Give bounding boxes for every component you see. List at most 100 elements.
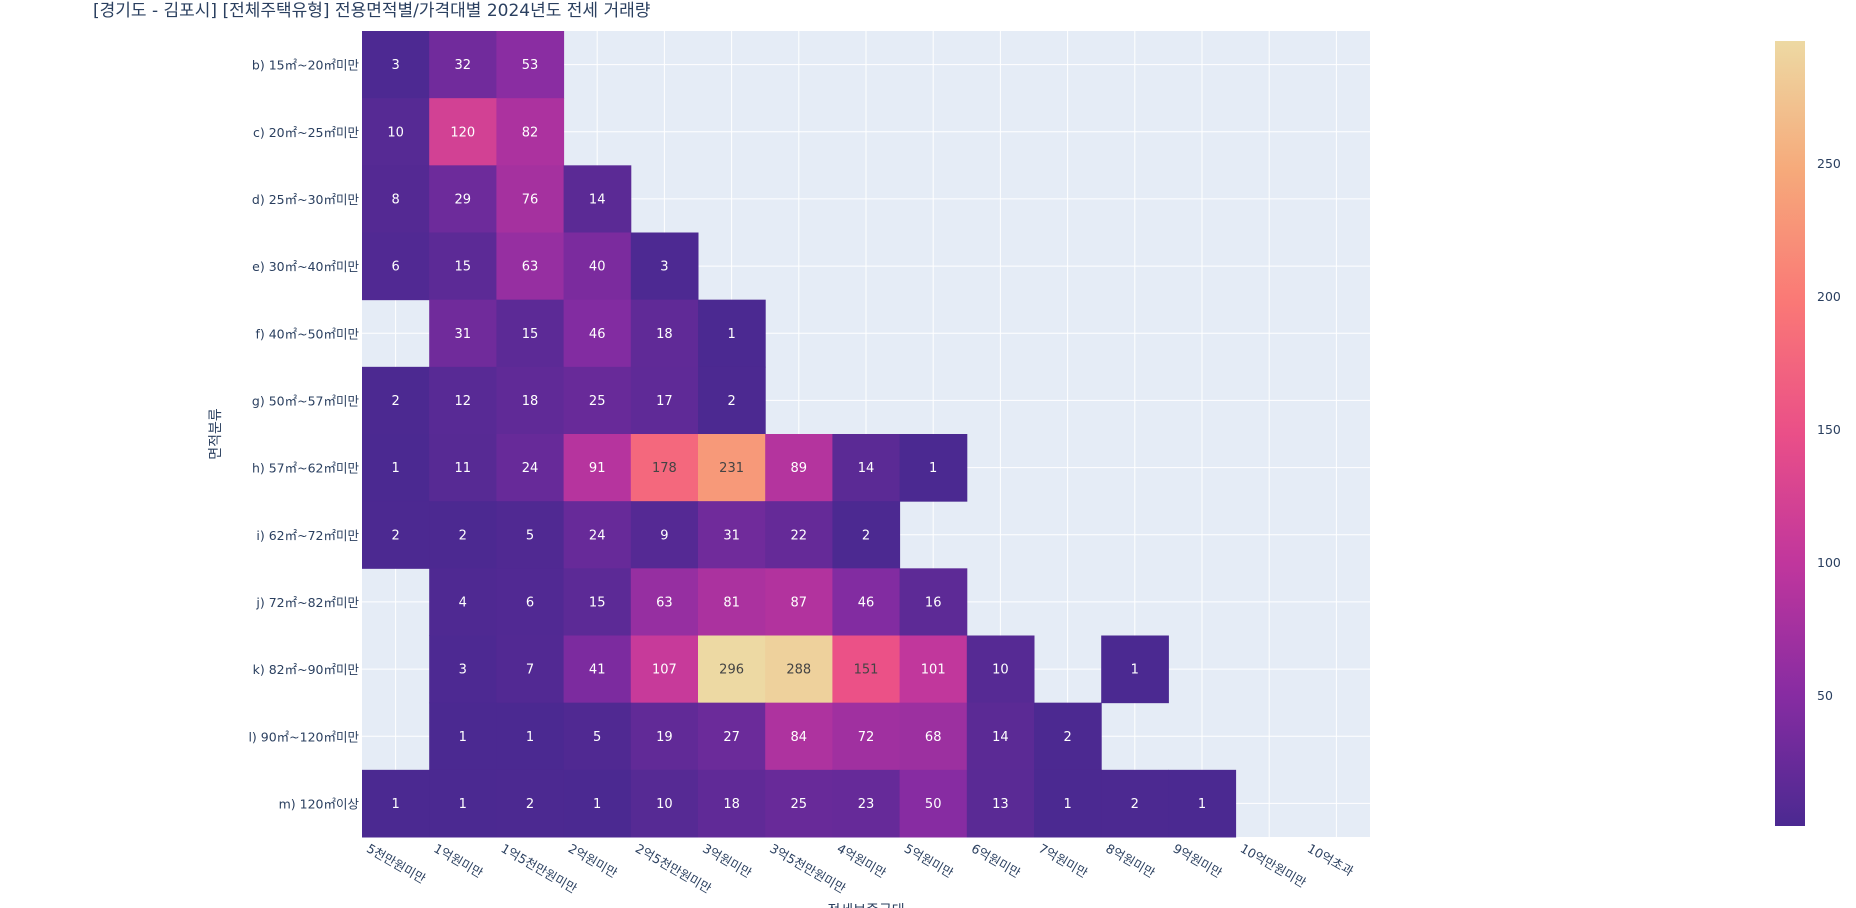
heatmap-cell [563,366,632,435]
heatmap-cell [563,165,632,233]
cell-value-label: 3 [660,260,668,275]
colorbar-tick-label: 250 [1817,156,1841,171]
cell-value-label: 89 [791,461,808,476]
cell-value-label: 7 [526,663,534,678]
heatmap-cell [496,702,565,771]
cell-value-label: 2 [1063,730,1071,745]
heatmap-cell [698,769,766,838]
x-tick-label: 6억원미만 [969,841,1024,881]
cell-value-label: 63 [656,595,673,610]
heatmap-cell [832,501,901,569]
cell-value-label: 2 [526,797,534,812]
x-tick-label: 7억원미만 [1036,841,1091,881]
heatmap-cell [496,366,565,435]
heatmap-cell [496,31,565,99]
heatmap-cell [429,98,497,166]
heatmap-cell [630,501,699,569]
heatmap-cell [563,434,632,502]
cell-value-label: 10 [387,125,404,140]
cell-value-label: 1 [391,797,399,812]
y-tick-label: h) 57㎡~62㎡미만 [252,461,360,476]
heatmap-cell [630,568,699,636]
heatmap-cell [966,635,1035,704]
x-tick-label: 3억원미만 [700,841,755,881]
cell-value-label: 2 [727,394,735,409]
heatmap-cell [630,299,699,368]
x-tick-label: 5억원미만 [902,841,957,881]
cell-value-label: 1 [929,461,937,476]
y-tick-label: c) 20㎡~25㎡미만 [253,125,360,140]
cell-value-label: 1 [526,730,534,745]
heatmap-cell [899,702,968,771]
heatmap-cell [563,702,632,771]
cell-value-label: 24 [589,528,606,543]
heatmap-cell [563,232,632,301]
heatmap-cell [496,434,565,502]
cell-value-label: 50 [925,797,942,812]
cell-value-label: 1 [727,327,735,342]
y-tick-label: b) 15㎡~20㎡미만 [252,58,360,73]
cell-value-label: 1 [1198,797,1206,812]
chart-title: [경기도 - 김포시] [전체주택유형] 전용면적별/가격대별 2024년도 전… [93,1,651,21]
heatmap-cell [899,769,968,838]
cell-value-label: 76 [522,192,539,207]
heatmap-cell [765,769,833,838]
heatmap-cell [563,568,632,636]
cell-value-label: 46 [589,327,606,342]
cell-value-label: 4 [459,595,467,610]
cell-value-label: 296 [719,663,744,678]
x-tick-label: 5천만원미만 [364,841,429,887]
heatmap-cell [429,434,497,502]
cell-value-label: 63 [522,260,539,275]
cell-value-label: 32 [455,58,472,73]
cell-value-label: 2 [391,528,399,543]
cell-value-label: 1 [459,797,467,812]
cell-value-label: 17 [656,394,673,409]
heatmap-cell [1034,702,1102,771]
cell-value-label: 15 [522,327,539,342]
cell-value-label: 82 [522,125,539,140]
heatmap-cell [698,501,766,569]
heatmap-cell [832,635,901,704]
cell-value-label: 10 [656,797,673,812]
heatmap-cell [765,635,833,704]
heatmap-cell [765,568,833,636]
heatmap-cell [496,232,565,301]
heatmap-cell [563,769,632,838]
cell-value-label: 31 [723,528,740,543]
heatmap-cell [496,501,565,569]
heatmap-cell [429,702,497,771]
cell-value-label: 68 [925,730,942,745]
heatmap-cell [362,434,430,502]
x-tick-label: 10억초과 [1305,841,1357,879]
x-tick-label: 9억원미만 [1171,841,1226,881]
cell-value-label: 3 [391,58,399,73]
cell-value-label: 10 [992,663,1009,678]
heatmap-cell [563,501,632,569]
y-tick-label: g) 50㎡~57㎡미만 [252,393,360,408]
heatmap-cell [563,299,632,368]
cell-value-label: 288 [786,663,811,678]
heatmap-cell [496,568,565,636]
y-axis-title: 면적분류 [208,408,224,460]
cell-value-label: 46 [858,595,875,610]
cell-value-label: 11 [455,461,472,476]
cell-value-label: 81 [723,595,740,610]
heatmap-cell [496,769,565,838]
cell-value-label: 107 [652,663,677,678]
cell-value-label: 18 [723,797,740,812]
cell-value-label: 27 [723,730,740,745]
cell-value-label: 2 [459,528,467,543]
heatmap-cell [362,165,430,233]
heatmap-cell [630,769,699,838]
cell-value-label: 12 [455,394,472,409]
cell-value-label: 5 [526,528,534,543]
heatmap-cell [362,232,430,301]
cell-value-label: 8 [391,192,399,207]
colorbar-tick-label: 100 [1817,555,1841,570]
heatmap-cell [765,434,833,502]
heatmap-cell [429,366,497,435]
heatmap-cell [429,501,497,569]
cell-value-label: 2 [862,528,870,543]
cell-value-label: 13 [992,797,1009,812]
